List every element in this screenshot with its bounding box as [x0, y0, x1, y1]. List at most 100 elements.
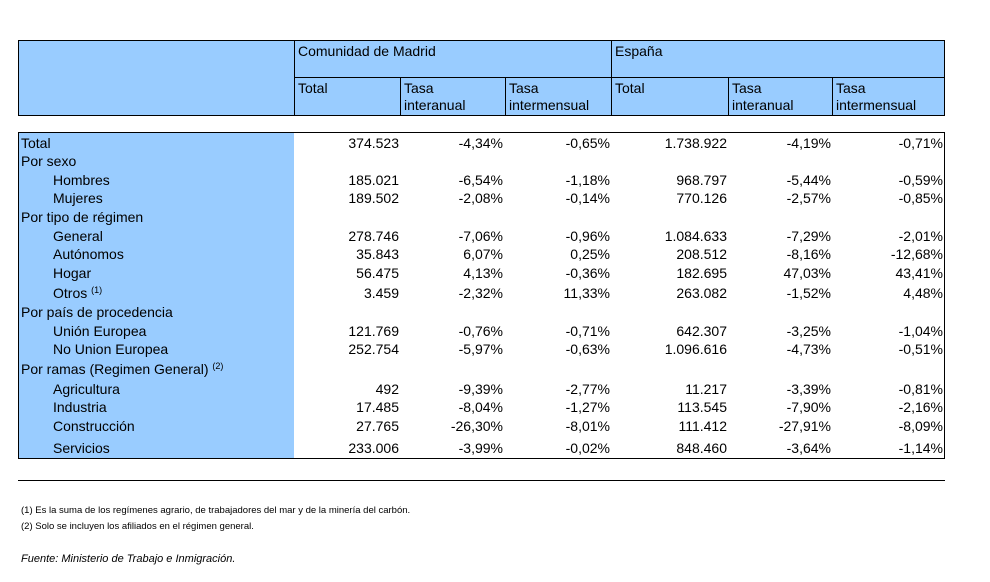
table-cell: 233.006	[348, 440, 399, 456]
row-label-text: Construcción	[53, 418, 135, 434]
body-top-line	[18, 132, 945, 133]
row-label-text: Por ramas (Regimen General)	[21, 361, 209, 377]
table-cell: 182.695	[676, 265, 727, 281]
table-cell: -0,71%	[565, 323, 610, 339]
table-cell: -5,44%	[786, 172, 831, 188]
col-header-madrid-total: Total	[298, 80, 328, 96]
table-cell: -0,59%	[898, 172, 943, 188]
col-header-madrid-interanual: Tasa interanual	[404, 80, 466, 114]
table-cell: 113.545	[677, 399, 727, 415]
table-cell: -7,06%	[458, 228, 503, 244]
table-cell: -0,51%	[898, 341, 943, 357]
row-label-text: Unión Europea	[53, 323, 147, 339]
table-cell: -9,39%	[458, 381, 503, 397]
table-cell: 1.084.633	[664, 228, 727, 244]
table-cell: 11.217	[685, 381, 727, 397]
table-cell: -0,65%	[565, 135, 610, 151]
body-left-border	[18, 132, 19, 459]
table-cell: 11,33%	[563, 285, 610, 301]
row-label: Por país de procedencia	[21, 303, 173, 321]
row-label: Otros (1)	[53, 284, 102, 302]
body-bottom-line	[18, 458, 945, 459]
table-cell: -0,36%	[565, 265, 610, 281]
group-header-madrid: Comunidad de Madrid	[298, 43, 436, 59]
row-label-text: Autónomos	[53, 246, 124, 262]
table-cell: -12,68%	[890, 246, 943, 262]
group-header-spain: España	[615, 43, 663, 59]
row-label-text: Por tipo de régimen	[21, 209, 144, 225]
table-cell: 121.769	[348, 323, 399, 339]
table-cell: -2,08%	[458, 190, 503, 206]
row-label-text: Mujeres	[53, 190, 103, 206]
col-header-line2: interanual	[732, 97, 794, 113]
table-cell: -1,27%	[565, 399, 610, 415]
table-cell: 263.082	[676, 285, 727, 301]
table-cell: 642.307	[676, 323, 727, 339]
table-cell: 6,07%	[463, 246, 503, 262]
row-label-text: Otros	[53, 285, 88, 301]
table-cell: -8,16%	[786, 246, 831, 262]
table-cell: -8,09%	[898, 418, 943, 434]
row-label: Autónomos	[53, 245, 124, 263]
header-right-border	[944, 40, 945, 116]
row-label: General	[53, 227, 103, 245]
header-divider-s2	[832, 77, 833, 116]
table-cell: -7,90%	[786, 399, 831, 415]
table-cell: 27.765	[356, 418, 399, 434]
table-cell: -1,14%	[898, 440, 943, 456]
row-label: Hombres	[53, 171, 110, 189]
table-cell: -2,57%	[786, 190, 831, 206]
table-cell: 43,41%	[895, 265, 943, 281]
col-header-line2: intermensual	[509, 97, 590, 113]
header-bottom-line	[18, 115, 945, 116]
row-label-text: No Union Europea	[53, 341, 169, 357]
table-cell: -0,96%	[565, 228, 610, 244]
body-right-border	[944, 132, 945, 459]
table-cell: -0,14%	[565, 190, 610, 206]
col-header-spain-interanual: Tasa interanual	[732, 80, 794, 114]
col-header-spain-total: Total	[615, 80, 645, 96]
row-label-text: Hombres	[53, 172, 110, 188]
table-cell: 0,25%	[570, 246, 610, 262]
col-header-spain-intermensual: Tasa intermensual	[836, 80, 916, 114]
row-label: Construcción	[53, 417, 135, 435]
table-cell: 1.096.616	[664, 341, 727, 357]
table-cell: -5,97%	[458, 341, 503, 357]
table-cell: 111.412	[678, 418, 727, 434]
col-header-line1: Tasa	[404, 80, 434, 96]
row-label: Unión Europea	[53, 322, 146, 340]
header-left-border	[18, 40, 19, 116]
table-cell: -26,30%	[450, 418, 503, 434]
footnote-2: (2) Solo se incluyen los afiliados en el…	[21, 521, 254, 532]
table-cell: -2,77%	[565, 381, 610, 397]
header-divider-s1	[728, 77, 729, 116]
header-background	[18, 41, 944, 115]
table-cell: -1,18%	[565, 172, 610, 188]
footnote-1: (1) Es la suma de los regímenes agrario,…	[21, 505, 411, 516]
table-cell: -3,64%	[786, 440, 831, 456]
row-label: Mujeres	[53, 189, 103, 207]
header-divider-groups	[611, 40, 612, 116]
row-label-text: Hogar	[53, 265, 92, 281]
table-cell: 278.746	[348, 228, 399, 244]
table-cell: 208.512	[676, 246, 727, 262]
row-label-text: Total	[21, 135, 51, 151]
table-cell: 4,13%	[463, 265, 503, 281]
source-note: Fuente: Ministerio de Trabajo e Inmigrac…	[21, 553, 236, 565]
table-cell: -4,19%	[786, 135, 831, 151]
col-header-line2: intermensual	[836, 97, 917, 113]
row-label-text: General	[53, 228, 103, 244]
table-cell: -1,04%	[898, 323, 943, 339]
table-cell: 848.460	[676, 440, 727, 456]
table-cell: 189.502	[348, 190, 399, 206]
table-cell: -2,01%	[898, 228, 943, 244]
table-cell: 374.523	[348, 135, 399, 151]
table-cell: -6,54%	[458, 172, 503, 188]
table-cell: -8,04%	[458, 399, 503, 415]
table-cell: -0,02%	[565, 440, 610, 456]
row-label: Por ramas (Regimen General) (2)	[21, 360, 223, 378]
row-label: Por sexo	[21, 152, 76, 170]
row-label-text: Por país de procedencia	[21, 304, 173, 320]
table-cell: 185.021	[348, 172, 399, 188]
row-label: Total	[21, 134, 51, 152]
